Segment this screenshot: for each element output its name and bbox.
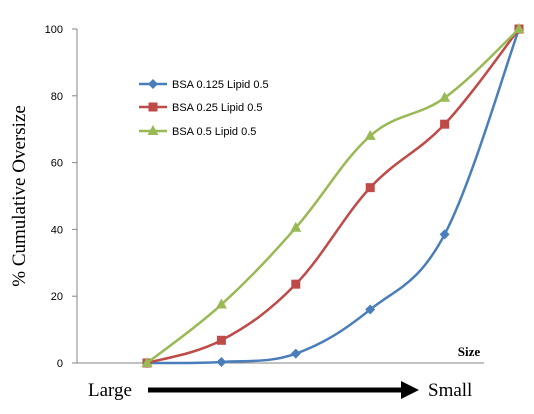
series-1-marker (290, 348, 301, 359)
y-axis-label: % Cumulative Oversize (9, 105, 30, 287)
legend-entry-label: BSA 0.25 Lipid 0.5 (172, 102, 263, 114)
y-tick-label: 100 (45, 24, 63, 36)
series-group (141, 23, 525, 368)
legend-marker (147, 125, 159, 135)
y-tick-label: 20 (51, 291, 63, 303)
legend-entry-label: BSA 0.125 Lipid 0.5 (172, 79, 269, 91)
y-tick-label: 60 (51, 158, 63, 170)
arrow-start-label: Large (88, 380, 132, 401)
legend: BSA 0.125 Lipid 0.5 BSA 0.25 Lipid 0.5 BSA… (139, 79, 269, 138)
legend-marker (148, 102, 158, 112)
series-3-marker (364, 129, 376, 140)
size-arrow: Large Small (88, 380, 472, 401)
series-1-marker (365, 304, 376, 315)
series-1-marker (216, 356, 227, 367)
arrow-end-label: Small (428, 380, 472, 401)
series-3-marker (290, 221, 302, 232)
series-3-marker (439, 91, 451, 102)
y-ticks: 0 20 40 60 80 100 (45, 24, 77, 370)
legend-entry-label: BSA 0.5 Lipid 0.5 (172, 126, 256, 138)
series-2-marker (291, 279, 301, 289)
series-2-marker (365, 183, 375, 193)
series-3-marker (513, 23, 525, 33)
x-axis-label: Size (458, 344, 481, 359)
legend-marker (148, 79, 158, 89)
y-tick-label: 40 (51, 224, 63, 236)
y-tick-label: 0 (57, 358, 63, 370)
series-2-marker (440, 119, 450, 129)
arrow-head (401, 381, 419, 399)
y-tick-label: 80 (51, 91, 63, 103)
series-3-marker (215, 298, 227, 309)
series-2-marker (216, 335, 226, 345)
series-1-marker (439, 229, 450, 240)
series-3-marker (141, 357, 153, 367)
